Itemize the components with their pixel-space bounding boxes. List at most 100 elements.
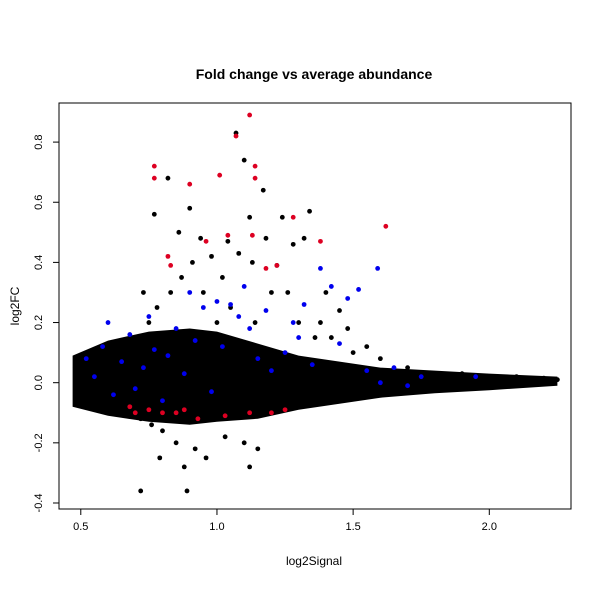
black-point xyxy=(307,208,312,214)
blue-point xyxy=(214,299,220,304)
black-point xyxy=(318,320,323,325)
red-point xyxy=(165,253,171,259)
black-point xyxy=(154,305,160,310)
blue-point xyxy=(473,374,479,380)
blue-point xyxy=(146,314,152,319)
red-point xyxy=(383,223,389,229)
blue-point xyxy=(165,353,171,359)
red-point xyxy=(160,410,165,416)
density-band-layer xyxy=(72,328,558,425)
blue-point xyxy=(282,350,288,356)
black-point xyxy=(138,416,144,422)
blue-point xyxy=(241,284,247,289)
red-point xyxy=(247,410,253,416)
x-tick-label: 0.5 xyxy=(73,521,88,533)
black-point xyxy=(486,383,492,389)
black-point xyxy=(301,235,307,241)
black-point xyxy=(179,275,184,280)
blue-point xyxy=(377,380,383,386)
red-point xyxy=(217,172,223,178)
black-point xyxy=(173,440,179,446)
blue-point xyxy=(160,398,165,404)
black-point xyxy=(350,350,356,356)
y-axis: -0.4 -0.2 0.0 0.2 0.4 0.6 0.8 xyxy=(33,134,60,513)
black-point xyxy=(241,440,247,446)
red-point xyxy=(282,407,288,413)
red-point xyxy=(146,407,152,413)
black-point xyxy=(249,259,255,265)
black-point xyxy=(220,275,225,280)
blue-point xyxy=(263,308,269,313)
red-point xyxy=(187,181,193,187)
black-point xyxy=(132,335,138,340)
blue-point xyxy=(119,359,125,365)
blue-point xyxy=(209,389,214,395)
red-point xyxy=(233,133,239,139)
black-point xyxy=(323,395,329,401)
black-point xyxy=(160,428,165,434)
black-point xyxy=(377,389,383,395)
y-tick-label: 0.8 xyxy=(33,134,45,149)
black-point xyxy=(124,410,130,416)
black-point xyxy=(364,344,370,349)
blue-point xyxy=(236,314,242,319)
y-tick-label: 0.4 xyxy=(33,255,45,270)
blue-point xyxy=(405,383,410,389)
black-point xyxy=(554,377,560,383)
black-point xyxy=(459,371,465,377)
black-point xyxy=(263,235,269,241)
black-point xyxy=(168,290,174,295)
black-point xyxy=(323,290,329,295)
black-point xyxy=(377,356,383,362)
blue-point xyxy=(92,374,97,380)
black-point xyxy=(111,404,116,410)
black-point xyxy=(214,320,220,325)
black-point xyxy=(198,235,204,241)
y-tick-label: 0.2 xyxy=(33,315,45,330)
black-point xyxy=(296,320,302,325)
blue-point xyxy=(255,356,261,362)
blue-point xyxy=(296,335,302,340)
black-point xyxy=(119,344,125,349)
blue-point xyxy=(105,320,111,325)
black-point xyxy=(514,374,519,380)
black-point xyxy=(146,320,152,325)
dense-point-cloud xyxy=(72,328,558,425)
blue-point xyxy=(187,290,193,295)
x-axis: 0.5 1.0 1.5 2.0 xyxy=(73,508,497,533)
red-point xyxy=(247,112,253,118)
black-point xyxy=(486,374,492,380)
blue-point xyxy=(364,368,370,374)
blue-point xyxy=(192,338,198,343)
red-point xyxy=(151,163,157,169)
blue-point xyxy=(181,371,187,377)
black-point xyxy=(269,290,274,295)
black-point xyxy=(165,175,171,181)
red-point xyxy=(173,410,179,416)
blue-point xyxy=(301,302,307,307)
black-point xyxy=(192,446,198,452)
black-point xyxy=(260,187,266,193)
y-tick-label: -0.4 xyxy=(33,494,45,513)
y-tick-label: 0.6 xyxy=(33,195,45,210)
blue-point xyxy=(269,368,274,374)
black-point xyxy=(72,365,78,371)
y-axis-label: log2FC xyxy=(8,286,22,325)
red-point xyxy=(252,175,258,181)
y-tick-label: -0.2 xyxy=(33,433,45,452)
black-point xyxy=(312,335,318,340)
black-point xyxy=(279,214,285,220)
blue-point xyxy=(100,344,105,349)
black-point xyxy=(92,356,97,362)
black-point xyxy=(181,464,187,470)
blue-point xyxy=(375,266,381,271)
blue-point xyxy=(141,365,146,371)
red-point xyxy=(290,214,296,220)
blue-point xyxy=(220,344,225,349)
red-point xyxy=(127,404,133,410)
black-point xyxy=(405,365,410,371)
black-point xyxy=(350,392,356,398)
blue-point xyxy=(151,347,157,353)
red-point xyxy=(203,238,209,244)
